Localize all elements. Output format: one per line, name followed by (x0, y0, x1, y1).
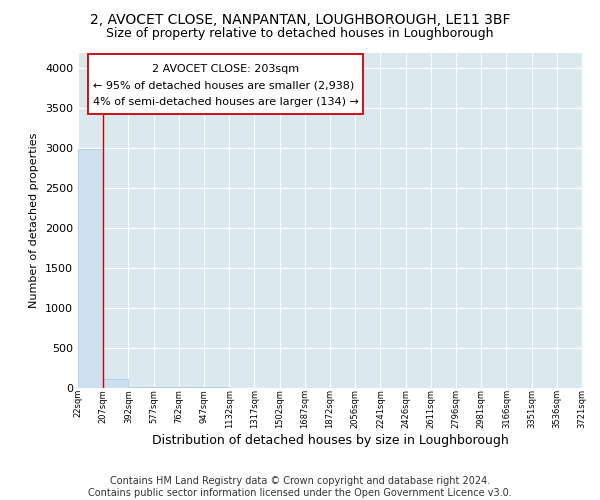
Bar (103, 378, 128, 388)
Y-axis label: Number of detached properties: Number of detached properties (29, 132, 40, 308)
Text: 4% of semi-detached houses are larger (134) →: 4% of semi-detached houses are larger (1… (93, 98, 359, 108)
Bar (78, 149, 103, 388)
Text: 2 AVOCET CLOSE: 203sqm: 2 AVOCET CLOSE: 203sqm (152, 64, 299, 74)
Text: Size of property relative to detached houses in Loughborough: Size of property relative to detached ho… (106, 28, 494, 40)
Text: ← 95% of detached houses are smaller (2,938): ← 95% of detached houses are smaller (2,… (93, 80, 355, 90)
Text: Contains HM Land Registry data © Crown copyright and database right 2024.
Contai: Contains HM Land Registry data © Crown c… (88, 476, 512, 498)
Text: 2, AVOCET CLOSE, NANPANTAN, LOUGHBOROUGH, LE11 3BF: 2, AVOCET CLOSE, NANPANTAN, LOUGHBOROUGH… (90, 12, 510, 26)
FancyBboxPatch shape (88, 54, 363, 114)
X-axis label: Distribution of detached houses by size in Loughborough: Distribution of detached houses by size … (152, 434, 508, 446)
